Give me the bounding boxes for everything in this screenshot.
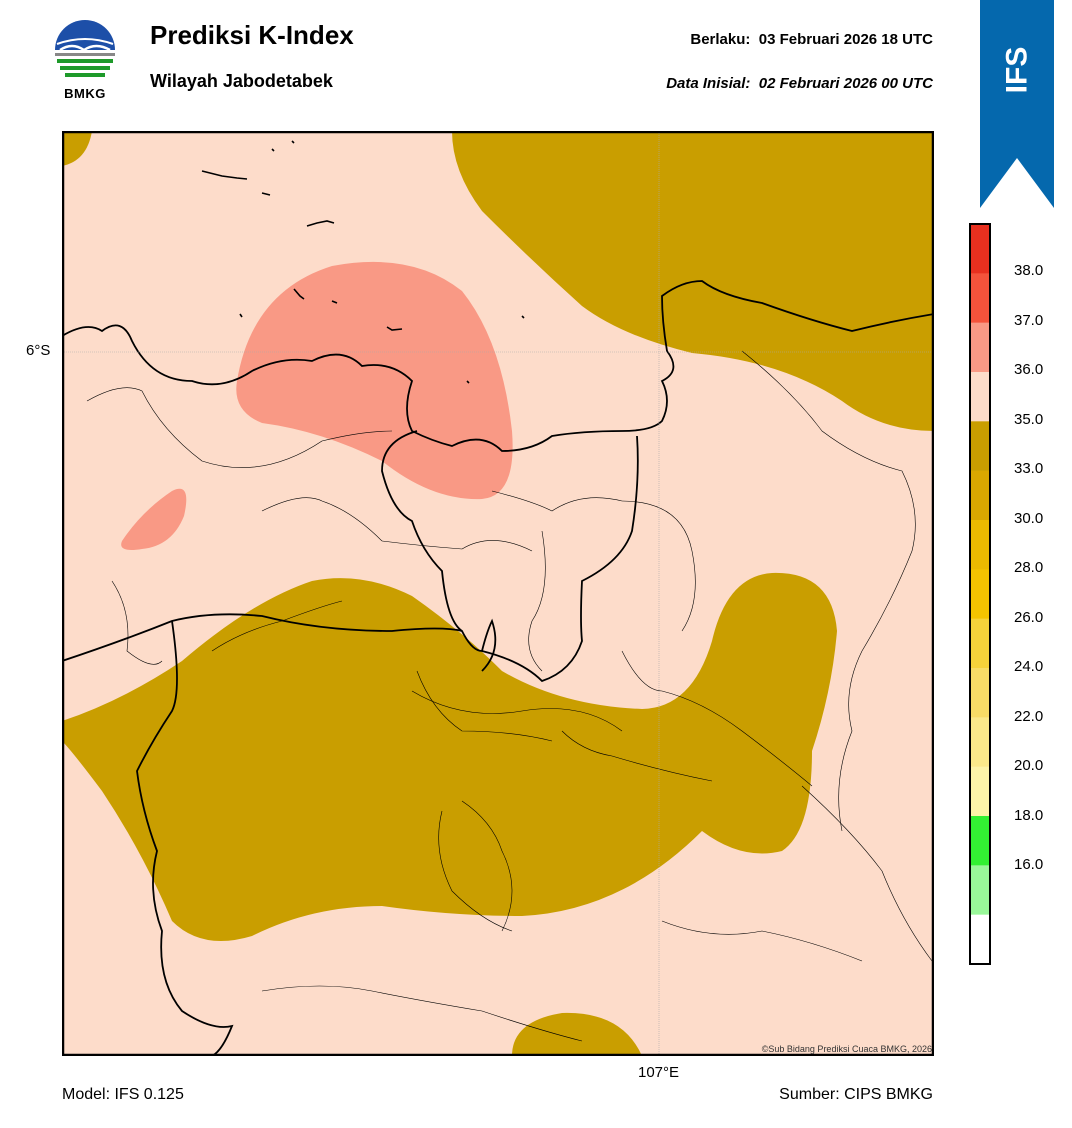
bmkg-logo [54, 20, 116, 85]
colorbar [969, 223, 991, 965]
olive-region-topleft [62, 131, 92, 166]
page-subtitle: Wilayah Jabodetabek [150, 71, 333, 91]
model-info: Model: IFS 0.125 [62, 1086, 184, 1103]
gridlines [62, 131, 934, 1056]
colorbar-segment [970, 372, 990, 422]
colorbar-tick-label: 20.0 [1014, 757, 1044, 775]
colorbar-tick-label: 18.0 [1014, 806, 1044, 824]
colorbar-segment [970, 668, 990, 718]
colorbar-segment [970, 914, 990, 965]
colorbar-tick-label: 24.0 [1014, 658, 1044, 676]
copyright-text: ©Sub Bidang Prediksi Cuaca BMKG, 2026 [761, 1044, 932, 1054]
valid-time: Berlaku: 03 Februari 2026 18 UTC [690, 31, 933, 48]
colorbar-segment [970, 322, 990, 373]
colorbar-segment [970, 470, 990, 521]
page-title: Prediksi K-Index [150, 20, 354, 50]
colorbar-segment [970, 865, 990, 915]
k-index-map [62, 131, 934, 1056]
colorbar-segment [970, 224, 990, 274]
ribbon-text: IFS [999, 46, 1033, 94]
colorbar-tick-label: 36.0 [1014, 361, 1044, 379]
valid-value: 03 Februari 2026 18 UTC [758, 31, 933, 48]
olive-region-south [62, 572, 837, 941]
colorbar-tick-label: 33.0 [1014, 460, 1044, 478]
logo-text: BMKG [64, 86, 106, 101]
colorbar-tick-label: 16.0 [1014, 856, 1044, 874]
islands [201, 140, 525, 384]
source-info: Sumber: CIPS BMKG [779, 1086, 933, 1103]
valid-label: Berlaku: [690, 31, 751, 48]
colorbar-segment [970, 816, 990, 866]
colorbar-tick-label: 26.0 [1014, 608, 1044, 626]
map-frame [62, 131, 934, 1056]
colorbar-tick-label: 38.0 [1014, 262, 1044, 280]
longitude-label: 107°E [638, 1064, 680, 1081]
colorbar-segment [970, 273, 990, 323]
colorbar-tick-label: 37.0 [1014, 311, 1044, 329]
colorbar-tick-label: 28.0 [1014, 559, 1044, 577]
colorbar-tick-label: 30.0 [1014, 509, 1044, 527]
latitude-label: 6°S [26, 342, 51, 359]
colorbar-tick-label: 22.0 [1014, 707, 1044, 725]
ifs-ribbon [980, 0, 1054, 208]
colorbar-tick-label: 35.0 [1014, 410, 1044, 428]
colorbar-segment [970, 717, 990, 767]
colorbar-segment [970, 569, 990, 619]
init-value: 02 Februari 2026 00 UTC [758, 75, 933, 92]
colorbar-segment [970, 618, 990, 669]
init-time: Data Inisial: 02 Februari 2026 00 UTC [666, 75, 933, 92]
olive-region-bottom [512, 1012, 642, 1056]
ribbon-label: IFS [980, 40, 1054, 100]
init-label: Data Inisial: [666, 75, 751, 92]
coastline [62, 280, 934, 1056]
colorbar-segment [970, 766, 990, 817]
salmon-region-north [236, 261, 513, 500]
colorbar-segment [970, 421, 990, 471]
colorbar-segment [970, 520, 990, 570]
salmon-region-west [121, 488, 187, 550]
